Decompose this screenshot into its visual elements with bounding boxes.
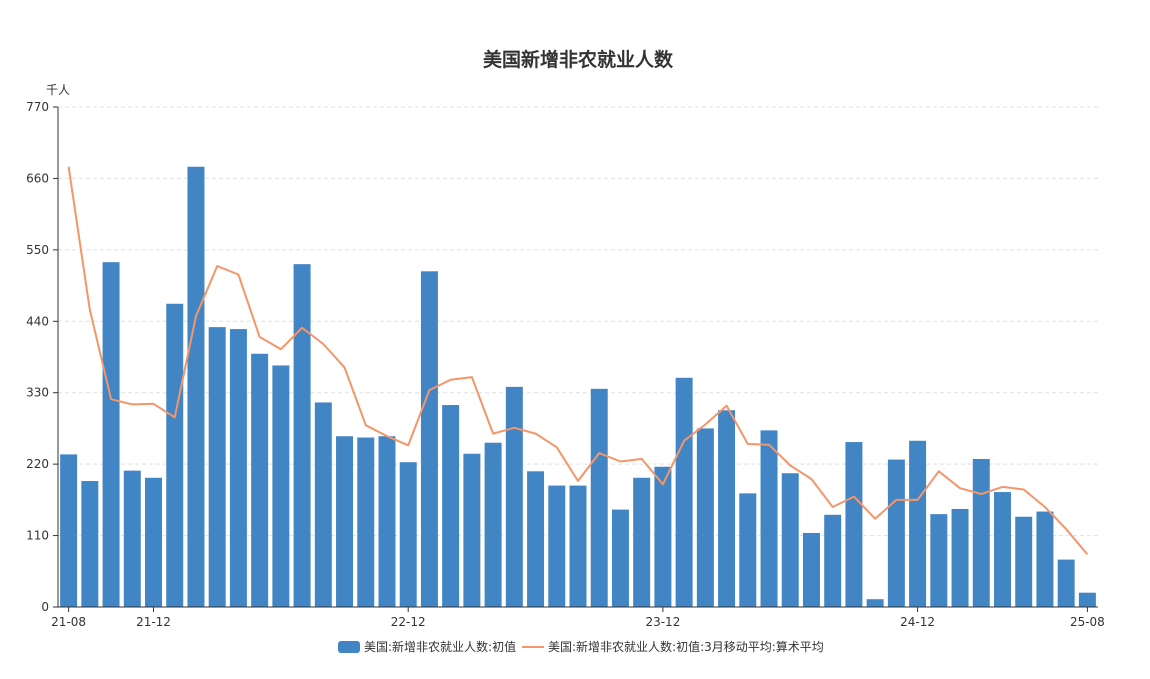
bar-series bbox=[60, 166, 1096, 607]
bar[interactable] bbox=[1057, 559, 1075, 607]
legend-line-label: 美国:新增非农就业人数:初值:3月移动平均:算术平均 bbox=[548, 639, 824, 654]
bar[interactable] bbox=[696, 428, 714, 607]
bar[interactable] bbox=[484, 442, 502, 607]
bar[interactable] bbox=[187, 166, 205, 607]
axes: 0 110 220 330 440 550 660 770 21-08 21-12 22-12 23-… bbox=[26, 100, 1105, 629]
bar[interactable] bbox=[442, 405, 460, 607]
bar[interactable] bbox=[930, 514, 948, 607]
bar[interactable] bbox=[336, 436, 354, 607]
bar[interactable] bbox=[293, 264, 311, 607]
x-tick-label: 21-08 bbox=[51, 615, 86, 629]
bar[interactable] bbox=[718, 410, 736, 607]
bar[interactable] bbox=[590, 388, 608, 607]
bar[interactable] bbox=[633, 477, 651, 607]
bar[interactable] bbox=[951, 508, 969, 607]
moving-average-series bbox=[67, 166, 1089, 556]
x-tick-label: 21-12 bbox=[136, 615, 171, 629]
bar[interactable] bbox=[145, 477, 162, 607]
bar[interactable] bbox=[102, 262, 120, 607]
x-tick-label: 22-12 bbox=[391, 615, 426, 629]
bar[interactable] bbox=[272, 365, 290, 607]
bar[interactable] bbox=[675, 377, 693, 607]
x-tick-label: 24-12 bbox=[900, 615, 935, 629]
y-tick-label: 330 bbox=[26, 386, 49, 400]
bar[interactable] bbox=[994, 492, 1011, 607]
moving-average-line[interactable] bbox=[67, 166, 1089, 556]
bar[interactable] bbox=[251, 353, 269, 607]
bar[interactable] bbox=[654, 466, 672, 607]
bar[interactable] bbox=[527, 471, 545, 607]
legend-item-bar[interactable]: 美国:新增非农就业人数:初值 bbox=[338, 639, 516, 654]
bar[interactable] bbox=[909, 440, 927, 607]
bar[interactable] bbox=[611, 509, 629, 607]
legend-item-line[interactable]: 美国:新增非农就业人数:初值:3月移动平均:算术平均 bbox=[522, 639, 824, 654]
bar[interactable] bbox=[81, 481, 99, 607]
bar[interactable] bbox=[1015, 516, 1033, 607]
bar[interactable] bbox=[505, 386, 523, 607]
legend-bar-label: 美国:新增非农就业人数:初值 bbox=[364, 639, 516, 654]
y-tick-label: 660 bbox=[26, 171, 49, 185]
bar[interactable] bbox=[1078, 592, 1096, 607]
bar[interactable] bbox=[866, 599, 884, 607]
bar[interactable] bbox=[166, 303, 184, 607]
legend-bar-swatch bbox=[338, 641, 360, 653]
bar[interactable] bbox=[824, 514, 842, 607]
bar[interactable] bbox=[314, 402, 332, 607]
y-tick-label: 440 bbox=[26, 314, 49, 328]
bar[interactable] bbox=[420, 271, 438, 607]
bar[interactable] bbox=[378, 436, 396, 607]
bar[interactable] bbox=[357, 437, 375, 607]
x-tick-label: 25-08 bbox=[1070, 615, 1105, 629]
bar[interactable] bbox=[399, 462, 417, 607]
bar[interactable] bbox=[60, 454, 78, 607]
y-tick-label: 770 bbox=[26, 100, 49, 114]
bar[interactable] bbox=[972, 458, 990, 607]
y-tick-label: 550 bbox=[26, 243, 49, 257]
y-tick-label: 0 bbox=[41, 600, 49, 614]
bar[interactable] bbox=[463, 453, 481, 607]
y-tick-label: 220 bbox=[26, 457, 49, 471]
bar[interactable] bbox=[802, 532, 820, 607]
bar[interactable] bbox=[781, 473, 799, 607]
x-tick-label: 23-12 bbox=[645, 615, 680, 629]
bar[interactable] bbox=[208, 327, 226, 607]
bar[interactable] bbox=[548, 485, 566, 607]
bar[interactable] bbox=[123, 470, 141, 607]
bar[interactable] bbox=[845, 442, 863, 607]
y-axis-unit-label: 千人 bbox=[46, 83, 70, 97]
bar[interactable] bbox=[229, 329, 247, 607]
bar[interactable] bbox=[569, 485, 587, 607]
bar[interactable] bbox=[760, 430, 778, 607]
bar[interactable] bbox=[1036, 511, 1054, 607]
y-tick-label: 110 bbox=[26, 529, 49, 543]
chart-title: 美国新增非农就业人数 bbox=[483, 48, 674, 71]
legend: 美国:新增非农就业人数:初值 美国:新增非农就业人数:初值:3月移动平均:算术平… bbox=[338, 639, 824, 654]
bar[interactable] bbox=[887, 459, 905, 607]
bar[interactable] bbox=[739, 493, 757, 607]
